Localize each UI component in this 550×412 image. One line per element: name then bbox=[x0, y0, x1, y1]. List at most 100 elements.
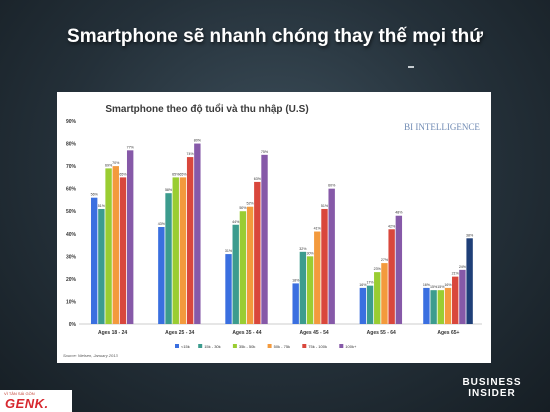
bar bbox=[179, 177, 187, 324]
chart-title: Smartphone theo độ tuổi và thu nhập (U.S… bbox=[105, 103, 308, 115]
legend-label: 75k - 100k bbox=[308, 344, 327, 349]
bar-data-label: 16% bbox=[423, 283, 431, 287]
bar bbox=[437, 290, 445, 324]
chart-panel: Smartphone theo độ tuổi và thu nhập (U.S… bbox=[57, 92, 491, 363]
bar bbox=[158, 227, 165, 324]
y-tick-label: 40% bbox=[66, 232, 77, 238]
genk-logo-tagline: VÌ TÂN SÁI GÒN bbox=[4, 391, 35, 396]
x-category-label: Ages 18 - 24 bbox=[98, 330, 127, 336]
legend-label: 35k - 50k bbox=[239, 344, 255, 349]
y-tick-label: 20% bbox=[66, 277, 77, 283]
y-tick-label: 10% bbox=[66, 299, 77, 305]
legend-swatch bbox=[302, 344, 307, 348]
bar-data-label: 30% bbox=[306, 251, 314, 255]
legend-label: 50k - 75k bbox=[274, 344, 290, 349]
bar bbox=[225, 254, 232, 324]
bar bbox=[314, 231, 321, 324]
bar-data-label: 16% bbox=[359, 283, 367, 287]
bar-data-label: 56% bbox=[91, 193, 99, 197]
y-tick-label: 30% bbox=[66, 254, 77, 260]
y-tick-label: 50% bbox=[66, 209, 77, 215]
bar bbox=[395, 215, 403, 324]
bar bbox=[246, 206, 254, 324]
bar bbox=[366, 285, 374, 324]
bar bbox=[359, 287, 367, 324]
bar bbox=[239, 211, 247, 324]
x-category-label: Ages 25 - 34 bbox=[165, 330, 194, 336]
bar bbox=[459, 269, 466, 324]
decorative-dash bbox=[408, 66, 414, 68]
bar-data-label: 51% bbox=[321, 204, 329, 208]
brand-line-2: INSIDER bbox=[468, 388, 516, 399]
x-category-label: Ages 45 - 54 bbox=[299, 330, 328, 336]
y-tick-label: 60% bbox=[66, 187, 77, 193]
bar bbox=[90, 197, 98, 324]
bar-data-label: 77% bbox=[127, 145, 135, 149]
bar bbox=[321, 208, 328, 324]
bar-data-label: 52% bbox=[247, 202, 255, 206]
genk-logo: VÌ TÂN SÁI GÒN GENK. bbox=[0, 390, 72, 412]
bar-data-label: 32% bbox=[299, 247, 307, 251]
bar bbox=[172, 177, 179, 324]
bar-data-label: 38% bbox=[466, 233, 474, 237]
y-tick-label: 0% bbox=[69, 322, 77, 328]
business-insider-logo: BUSINESS INSIDER bbox=[447, 377, 537, 399]
bar-data-label: 27% bbox=[381, 258, 389, 262]
bar-data-label: 65% bbox=[172, 172, 180, 176]
bar bbox=[452, 276, 459, 324]
bar bbox=[254, 181, 261, 324]
bar-data-label: 15% bbox=[430, 285, 438, 289]
bar bbox=[423, 287, 430, 324]
slide-title: Smartphone sẽ nhanh chóng thay thế mọi t… bbox=[67, 26, 483, 47]
bar-data-label: 17% bbox=[366, 281, 374, 285]
legend-label: 15k - 30k bbox=[204, 344, 220, 349]
bar-data-label: 75% bbox=[261, 150, 269, 154]
bar-data-label: 51% bbox=[98, 204, 106, 208]
bar-data-label: 44% bbox=[232, 220, 240, 224]
bar bbox=[165, 193, 172, 324]
bar bbox=[430, 290, 437, 324]
bar bbox=[388, 229, 395, 324]
bar-data-label: 48% bbox=[395, 211, 403, 215]
bar-data-label: 16% bbox=[444, 283, 452, 287]
y-tick-label: 70% bbox=[66, 164, 77, 170]
bar-data-label: 70% bbox=[112, 161, 120, 165]
x-category-label: Ages 65+ bbox=[437, 330, 459, 336]
bar bbox=[381, 263, 388, 324]
y-tick-label: 80% bbox=[66, 142, 77, 148]
bar-data-label: 80% bbox=[194, 139, 202, 143]
legend-swatch bbox=[267, 344, 272, 348]
bar bbox=[466, 238, 473, 324]
bar bbox=[186, 157, 194, 324]
bar bbox=[299, 251, 307, 324]
x-category-label: Ages 35 - 44 bbox=[232, 330, 261, 336]
bar-chart: Smartphone theo độ tuổi và thu nhập (U.S… bbox=[63, 103, 482, 358]
bar-data-label: 74% bbox=[187, 152, 195, 156]
bar-data-label: 24% bbox=[459, 265, 467, 269]
bar-data-label: 65% bbox=[179, 172, 187, 176]
bar bbox=[98, 208, 105, 324]
genk-logo-text: GENK. bbox=[5, 396, 49, 411]
bar-data-label: 23% bbox=[374, 267, 382, 271]
bar-data-label: 58% bbox=[165, 188, 173, 192]
legend-swatch bbox=[175, 344, 179, 348]
bar-data-label: 42% bbox=[388, 224, 396, 228]
bar bbox=[232, 224, 239, 324]
chart-source: Source: Nielsen, January 2013 bbox=[63, 353, 118, 358]
bar-data-label: 41% bbox=[314, 227, 322, 231]
legend-swatch bbox=[198, 344, 203, 348]
y-tick-label: 90% bbox=[66, 119, 77, 125]
bar bbox=[119, 177, 127, 324]
legend-label: 100k+ bbox=[345, 344, 357, 349]
bar bbox=[306, 256, 314, 324]
brand-line-1: BUSINESS bbox=[462, 377, 522, 388]
bar bbox=[292, 283, 299, 324]
x-category-label: Ages 55 - 64 bbox=[367, 330, 396, 336]
bar-data-label: 69% bbox=[105, 163, 113, 167]
bar bbox=[126, 150, 134, 324]
legend-label: <15k bbox=[181, 344, 190, 349]
bar bbox=[112, 166, 119, 324]
bar bbox=[261, 154, 268, 324]
bar bbox=[328, 188, 335, 324]
bar-data-label: 63% bbox=[254, 177, 262, 181]
